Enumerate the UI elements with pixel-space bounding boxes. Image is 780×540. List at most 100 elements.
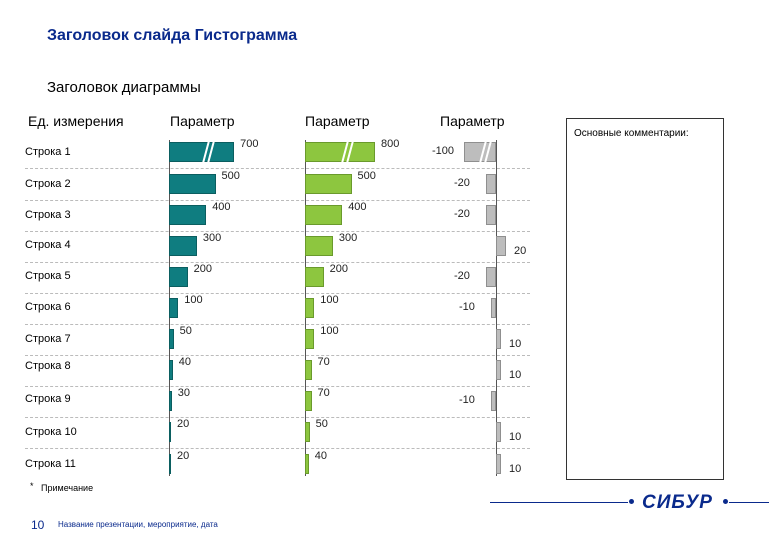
data-label: -10 xyxy=(459,394,475,406)
data-label: 10 xyxy=(509,369,522,381)
data-label: 200 xyxy=(193,263,212,275)
chart-title: Заголовок диаграммы xyxy=(47,79,201,96)
row-separator xyxy=(25,386,530,387)
row-separator xyxy=(25,417,530,418)
comments-label: Основные комментарии: xyxy=(574,128,689,139)
series-header-2: Параметр xyxy=(305,113,370,129)
bar xyxy=(305,360,312,380)
slide-title: Заголовок слайда Гистограмма xyxy=(47,27,298,44)
bar xyxy=(169,391,172,411)
bar xyxy=(496,236,506,256)
data-label: 700 xyxy=(240,138,259,150)
data-label: 10 xyxy=(509,338,522,350)
footnote: Примечание xyxy=(41,483,94,493)
data-label: 50 xyxy=(315,418,328,430)
row-label: Строка 3 xyxy=(25,209,71,221)
bar xyxy=(169,422,171,442)
bar xyxy=(305,142,375,162)
data-label: 10 xyxy=(509,431,522,443)
row-separator xyxy=(25,262,530,263)
bar xyxy=(486,174,496,194)
series-axis-3 xyxy=(496,140,497,476)
row-label: Строка 9 xyxy=(25,393,71,405)
data-label: 20 xyxy=(177,450,190,462)
bar xyxy=(169,329,174,349)
footnote-marker: * xyxy=(30,481,34,491)
data-label: 20 xyxy=(514,245,527,257)
units-label: Ед. измерения xyxy=(28,113,124,129)
bar xyxy=(305,391,312,411)
data-label: 300 xyxy=(338,232,358,244)
sibur-logo: СИБУР xyxy=(642,492,713,513)
page-number: 10 xyxy=(31,518,45,532)
bar xyxy=(169,454,171,474)
bar xyxy=(169,298,179,318)
data-label: -10 xyxy=(459,301,475,313)
logo-dot-left xyxy=(629,499,634,504)
data-label: 800 xyxy=(381,138,400,150)
row-label: Строка 4 xyxy=(25,239,71,251)
data-label: -20 xyxy=(454,177,470,189)
bar xyxy=(169,142,235,162)
data-label: 500 xyxy=(357,170,376,182)
row-label: Строка 11 xyxy=(25,458,76,470)
bar xyxy=(305,298,315,318)
data-label: 70 xyxy=(317,356,330,368)
bar xyxy=(305,329,315,349)
bar xyxy=(305,267,324,287)
row-label: Строка 7 xyxy=(25,333,71,345)
bar xyxy=(491,298,496,318)
bar xyxy=(169,267,188,287)
bar xyxy=(496,329,501,349)
bar xyxy=(496,422,501,442)
row-separator xyxy=(25,448,530,449)
bar xyxy=(491,391,496,411)
data-label: 100 xyxy=(320,325,339,337)
series-header-1: Параметр xyxy=(170,113,235,129)
bar xyxy=(169,360,173,380)
row-separator xyxy=(25,293,530,294)
data-label: 200 xyxy=(329,263,348,275)
row-label: Строка 5 xyxy=(25,270,71,282)
data-label: 30 xyxy=(177,387,191,399)
data-label: -20 xyxy=(454,270,470,282)
row-label: Строка 6 xyxy=(25,301,71,313)
data-label: 10 xyxy=(509,463,522,475)
row-label: Строка 10 xyxy=(25,426,77,438)
data-label: -20 xyxy=(454,208,470,220)
bar xyxy=(169,205,207,225)
row-separator xyxy=(25,324,530,325)
bar xyxy=(305,205,343,225)
data-label: 40 xyxy=(178,356,191,368)
row-label: Строка 2 xyxy=(25,178,71,190)
bar xyxy=(486,267,496,287)
footer-text: Название презентации, мероприятие, дата xyxy=(58,520,218,529)
logo-line-right xyxy=(729,502,769,503)
bar xyxy=(169,236,197,256)
data-label: 300 xyxy=(202,232,222,244)
data-label: 100 xyxy=(184,294,203,306)
row-separator xyxy=(25,168,530,169)
bar xyxy=(305,422,310,442)
bar xyxy=(496,360,501,380)
row-separator xyxy=(25,200,530,201)
row-separator xyxy=(25,231,530,232)
data-label: -100 xyxy=(432,145,455,157)
logo-dot-right xyxy=(723,499,728,504)
row-label: Строка 1 xyxy=(25,146,71,158)
data-label: 100 xyxy=(320,294,339,306)
data-label: 500 xyxy=(221,170,240,182)
data-label: 40 xyxy=(314,450,327,462)
comments-box xyxy=(566,118,724,480)
logo-line-left xyxy=(490,502,628,503)
data-label: 70 xyxy=(317,387,330,399)
bar xyxy=(305,174,352,194)
bar xyxy=(305,454,309,474)
series-header-3: Параметр xyxy=(440,113,505,129)
data-label: 50 xyxy=(179,325,192,337)
bar xyxy=(169,174,216,194)
data-label: 400 xyxy=(348,201,367,213)
row-separator xyxy=(25,355,530,356)
bar xyxy=(305,236,333,256)
bar xyxy=(496,454,501,474)
